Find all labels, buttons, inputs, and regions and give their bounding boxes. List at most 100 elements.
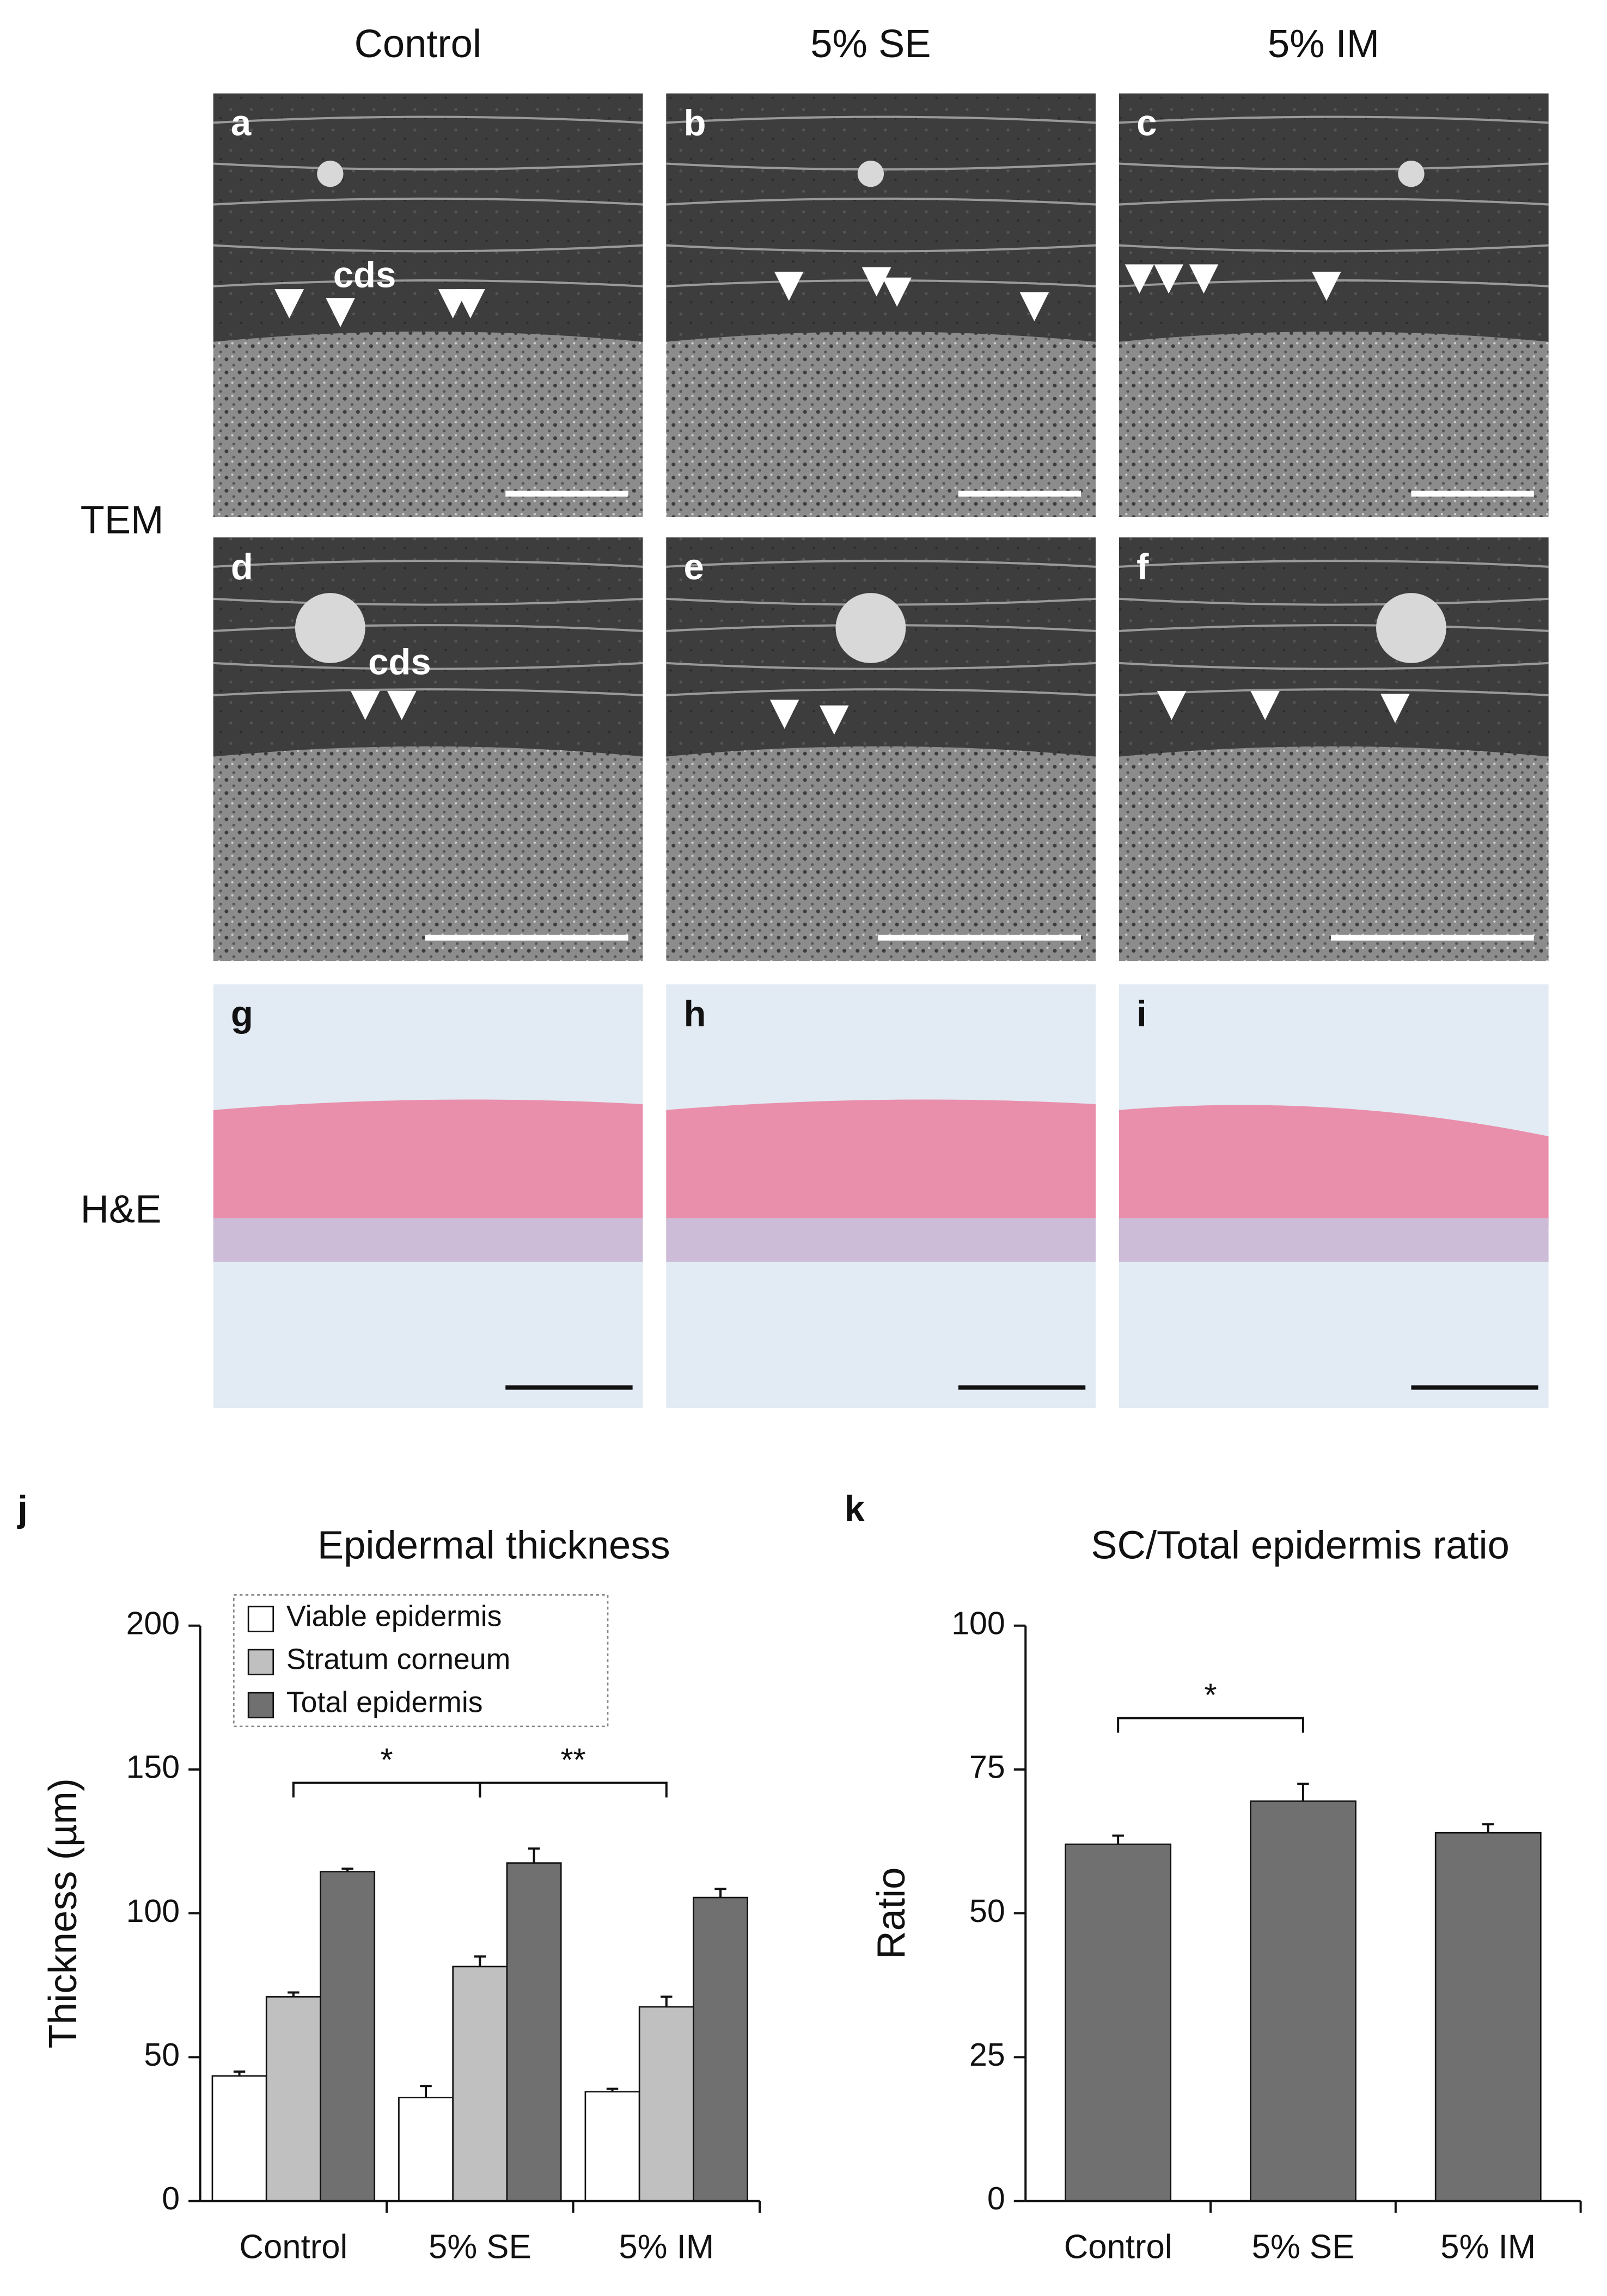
y-tick-label: 200 xyxy=(126,1605,180,1641)
membrane xyxy=(213,244,643,253)
error-bar xyxy=(233,2070,246,2076)
bar xyxy=(1434,1832,1542,2202)
membrane xyxy=(1119,597,1549,606)
bar xyxy=(506,1862,562,2202)
significance-label: ** xyxy=(561,1742,586,1778)
significance-label: * xyxy=(1205,1677,1217,1713)
micrograph-dark xyxy=(1119,93,1549,342)
y-tick-label: 50 xyxy=(969,1893,1005,1929)
error-bar xyxy=(288,1991,300,1997)
arrowhead xyxy=(1125,264,1154,294)
error-bar xyxy=(714,1888,726,1898)
error-bar xyxy=(474,1955,486,1967)
panel-label: b xyxy=(684,102,706,143)
column-header: 5% SE xyxy=(810,22,931,66)
arrowhead xyxy=(882,277,912,307)
membrane xyxy=(213,115,643,124)
error-bar xyxy=(661,1995,673,2007)
y-axis-label: Thickness (µm) xyxy=(41,1778,85,2048)
membrane xyxy=(213,597,643,606)
membrane xyxy=(1119,162,1549,171)
arrowhead xyxy=(820,705,849,735)
membrane xyxy=(213,162,643,171)
panel-label: k xyxy=(845,1489,865,1529)
membrane xyxy=(666,244,1096,253)
membrane xyxy=(1119,560,1549,568)
micrograph-dark xyxy=(213,93,643,342)
arrowhead xyxy=(456,289,485,319)
panel-label: j xyxy=(16,1489,28,1529)
bar xyxy=(1065,1843,1172,2202)
arrowhead xyxy=(861,267,891,297)
legend-swatch xyxy=(247,1692,274,1719)
x-tick-label: 5% IM xyxy=(1440,2228,1536,2266)
arrowhead xyxy=(774,271,804,301)
membrane xyxy=(666,688,1096,696)
viable-epidermis xyxy=(1119,1218,1549,1262)
arrowhead xyxy=(1154,264,1183,294)
membrane xyxy=(666,662,1096,670)
stratum-corneum xyxy=(213,1099,643,1221)
y-tick-label: 100 xyxy=(951,1605,1005,1641)
granule xyxy=(295,593,365,663)
granule xyxy=(835,593,906,663)
membrane xyxy=(213,624,643,632)
bar xyxy=(265,1996,321,2202)
y-tick-label: 25 xyxy=(969,2037,1005,2073)
error-bar xyxy=(341,1868,353,1872)
column-header: Control xyxy=(355,22,481,66)
legend-swatch xyxy=(247,1649,274,1675)
chart-title: Epidermal thickness xyxy=(317,1523,670,1568)
bar xyxy=(1250,1800,1357,2202)
viable-epidermis xyxy=(213,1218,643,1262)
bar xyxy=(584,2091,640,2202)
legend-label: Total epidermis xyxy=(286,1686,483,1719)
membrane xyxy=(1119,624,1549,632)
y-axis-label: Ratio xyxy=(869,1868,913,1960)
row-label: TEM xyxy=(81,498,164,542)
micrograph-dark xyxy=(1119,537,1549,757)
significance-bracket xyxy=(1117,1717,1304,1733)
membrane xyxy=(1119,197,1549,206)
arrowhead xyxy=(326,298,355,327)
error-bar xyxy=(528,1847,540,1863)
membrane xyxy=(213,560,643,568)
legend-label: Stratum corneum xyxy=(286,1643,510,1676)
granule xyxy=(317,161,344,187)
x-tick-label: Control xyxy=(239,2228,347,2266)
arrowhead xyxy=(387,690,417,720)
significance-bracket xyxy=(479,1781,668,1798)
arrowhead xyxy=(1312,271,1341,301)
bar xyxy=(211,2075,267,2202)
bar xyxy=(638,2006,694,2202)
arrowhead xyxy=(1189,264,1219,294)
panel-label: e xyxy=(684,547,704,587)
legend-swatch xyxy=(247,1606,274,1632)
arrowhead xyxy=(350,690,380,720)
significance-label: * xyxy=(381,1742,393,1778)
granule xyxy=(857,161,884,187)
annotation: cds xyxy=(333,254,396,295)
legend-label: Viable epidermis xyxy=(286,1600,502,1632)
legend-box xyxy=(233,1594,609,1728)
y-tick-label: 75 xyxy=(969,1749,1005,1785)
panel-label: c xyxy=(1136,102,1157,143)
error-bar xyxy=(1112,1834,1124,1845)
x-tick-label: 5% SE xyxy=(1252,2228,1355,2266)
annotation: cds xyxy=(368,641,431,682)
error-bar xyxy=(1297,1783,1309,1802)
row-label: H&E xyxy=(81,1187,162,1232)
x-tick-label: Control xyxy=(1064,2228,1172,2266)
stratum-corneum xyxy=(1119,1105,1549,1227)
membrane xyxy=(213,688,643,696)
membrane xyxy=(666,560,1096,568)
x-tick-label: 5% IM xyxy=(619,2228,714,2266)
y-tick-label: 0 xyxy=(162,2181,180,2217)
panel-label: f xyxy=(1136,547,1149,587)
membrane xyxy=(1119,244,1549,253)
y-tick-label: 0 xyxy=(987,2181,1005,2217)
micrographs: a b c d e f g h i xyxy=(213,93,1549,1408)
stratum-corneum xyxy=(666,1099,1096,1221)
